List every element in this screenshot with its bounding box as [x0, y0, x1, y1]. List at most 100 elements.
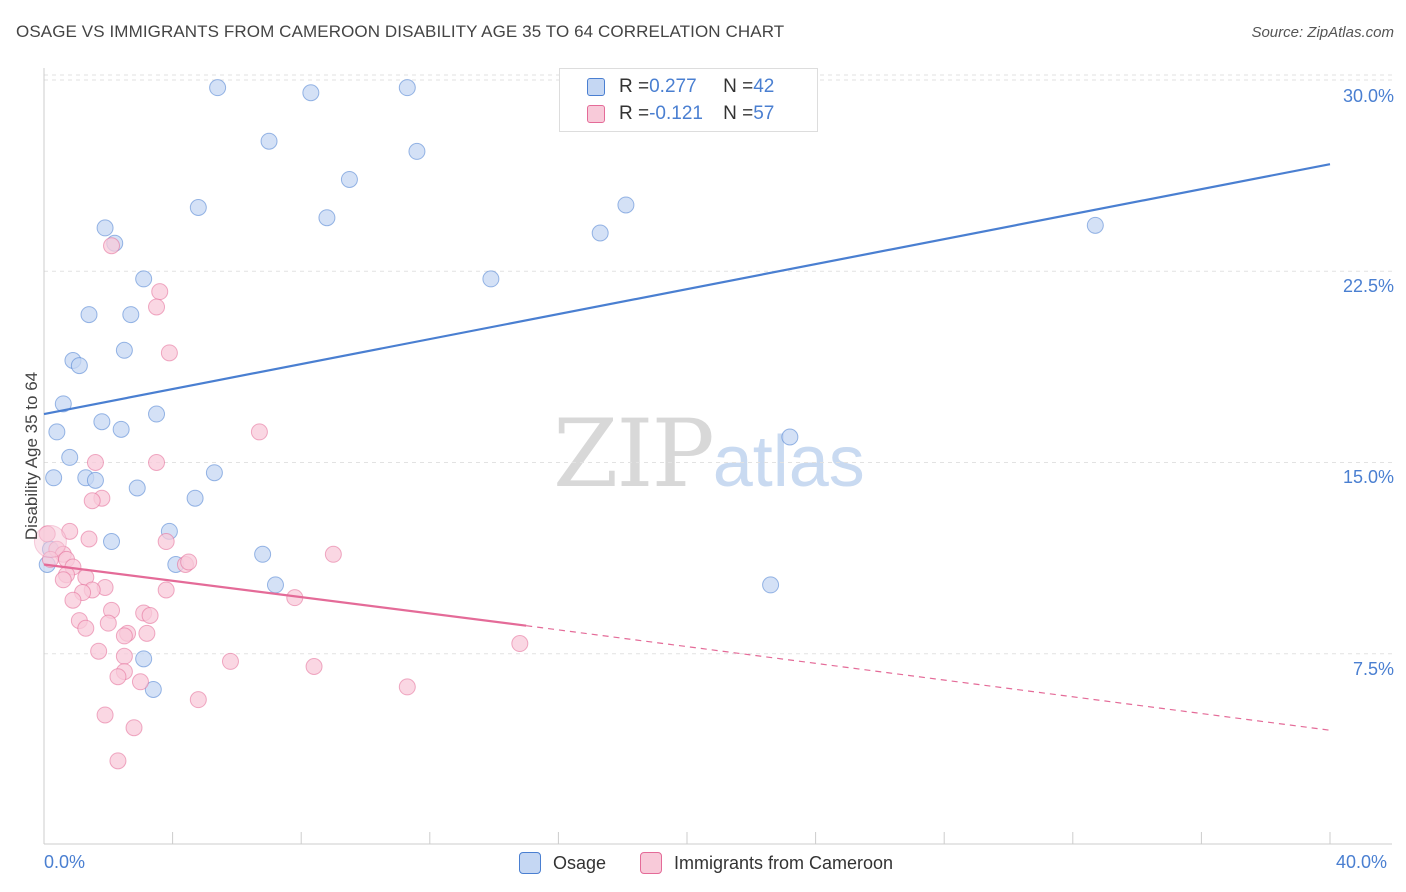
osage-point: [318, 209, 336, 227]
cameroon-point: [157, 581, 175, 599]
osage-point: [148, 405, 166, 423]
osage-point: [144, 680, 162, 698]
cameroon-point: [115, 627, 133, 645]
osage-point: [398, 79, 416, 97]
osage-point: [1086, 216, 1104, 234]
chart-title: OSAGE VS IMMIGRANTS FROM CAMEROON DISABI…: [16, 22, 785, 41]
osage-point: [482, 270, 500, 288]
osage-point: [93, 413, 111, 431]
osage-point: [186, 489, 204, 507]
osage-point: [48, 423, 66, 441]
cameroon-point: [324, 545, 342, 563]
cameroon-point: [189, 691, 207, 709]
cameroon-point: [160, 344, 178, 362]
cameroon-point: [86, 454, 104, 471]
cameroon-point: [54, 571, 72, 589]
n-label: N =: [723, 103, 754, 124]
osage-point: [135, 650, 153, 668]
cameroon-point: [141, 607, 159, 624]
cameroon-point: [180, 553, 198, 571]
cameroon-point: [398, 678, 416, 696]
cameroon-trend-line: [43, 563, 527, 627]
r-value: -0.121: [649, 103, 703, 124]
stats-legend: R = 0.277 N = 42 R = -0.121 N = 57: [559, 68, 818, 132]
cameroon-point: [103, 237, 121, 255]
cameroon-point: [148, 454, 166, 471]
y-tick-label: 22.5%: [1342, 276, 1394, 296]
cameroon-point: [96, 706, 114, 724]
cameroon-point: [77, 619, 95, 637]
osage-point: [128, 479, 146, 497]
cameroon-point: [151, 283, 169, 301]
osage-point: [205, 464, 223, 482]
n-label: N =: [723, 76, 754, 97]
osage-swatch: [587, 78, 605, 96]
r-value: 0.277: [649, 76, 697, 97]
cameroon-point: [80, 530, 98, 548]
cameroon-point: [250, 423, 268, 441]
osage-point: [254, 545, 272, 563]
y-tick-label: 30.0%: [1342, 86, 1394, 106]
osage-point: [302, 84, 320, 102]
osage-trend-line: [43, 163, 1331, 416]
osage-point: [80, 306, 98, 324]
stats-row-cameroon: R = -0.121 N = 57: [587, 102, 774, 126]
cameroon-point: [99, 614, 117, 632]
osage-point: [122, 306, 140, 324]
cameroon-point: [148, 298, 166, 316]
y-tick-label: 15.0%: [1342, 467, 1394, 487]
n-value: 57: [753, 103, 775, 124]
cameroon-point: [131, 673, 149, 691]
legend-item-osage[interactable]: Osage: [519, 852, 606, 874]
stats-row-osage: R = 0.277 N = 42: [587, 75, 774, 99]
legend-label-cameroon: Immigrants from Cameroon: [674, 852, 894, 873]
cameroon-swatch: [587, 105, 605, 123]
legend-item-cameroon[interactable]: Immigrants from Cameroon: [640, 852, 893, 874]
osage-point: [54, 395, 72, 413]
cameroon-point: [64, 591, 82, 609]
osage-point: [61, 448, 79, 466]
cameroon-point: [125, 719, 143, 737]
osage-point: [408, 142, 426, 160]
osage-point: [135, 270, 153, 288]
cameroon-point: [221, 652, 239, 670]
cameroon-point: [157, 533, 175, 551]
r-label: R =: [619, 103, 650, 124]
osage-point: [103, 533, 121, 551]
osage-point: [189, 199, 207, 216]
osage-point: [45, 469, 63, 487]
y-tick-label: 7.5%: [1352, 659, 1394, 679]
osage-point: [340, 170, 358, 188]
cameroon-point: [83, 492, 101, 510]
source-label: Source: ZipAtlas.com: [1251, 24, 1394, 41]
osage-point: [86, 471, 104, 489]
osage-point: [617, 196, 635, 214]
osage-point: [209, 79, 227, 97]
osage-point: [591, 224, 609, 242]
cameroon-legend-swatch: [640, 852, 662, 874]
cameroon-point: [138, 624, 156, 642]
x-tick-label: 0.0%: [44, 852, 86, 872]
cameroon-point: [109, 668, 127, 686]
osage-point: [781, 428, 799, 446]
cameroon-point: [33, 525, 67, 559]
cameroon-trend-extension: [526, 625, 1331, 731]
y-axis-label: Disability Age 35 to 64: [22, 371, 41, 541]
n-value: 42: [753, 76, 775, 97]
cameroon-point: [90, 642, 108, 660]
x-tick-label: 40.0%: [1336, 852, 1388, 872]
cameroon-point: [109, 752, 127, 770]
cameroon-point: [511, 635, 529, 653]
legend-label-osage: Osage: [553, 852, 607, 873]
osage-point: [112, 420, 130, 438]
osage-legend-swatch: [519, 852, 541, 874]
cameroon-point: [115, 647, 133, 665]
watermark-zip: ZIP: [553, 400, 715, 509]
osage-point: [266, 576, 284, 594]
osage-point: [260, 132, 278, 150]
osage-point: [70, 357, 88, 375]
r-label: R =: [619, 76, 650, 97]
osage-point: [115, 341, 133, 359]
osage-point: [96, 219, 114, 237]
